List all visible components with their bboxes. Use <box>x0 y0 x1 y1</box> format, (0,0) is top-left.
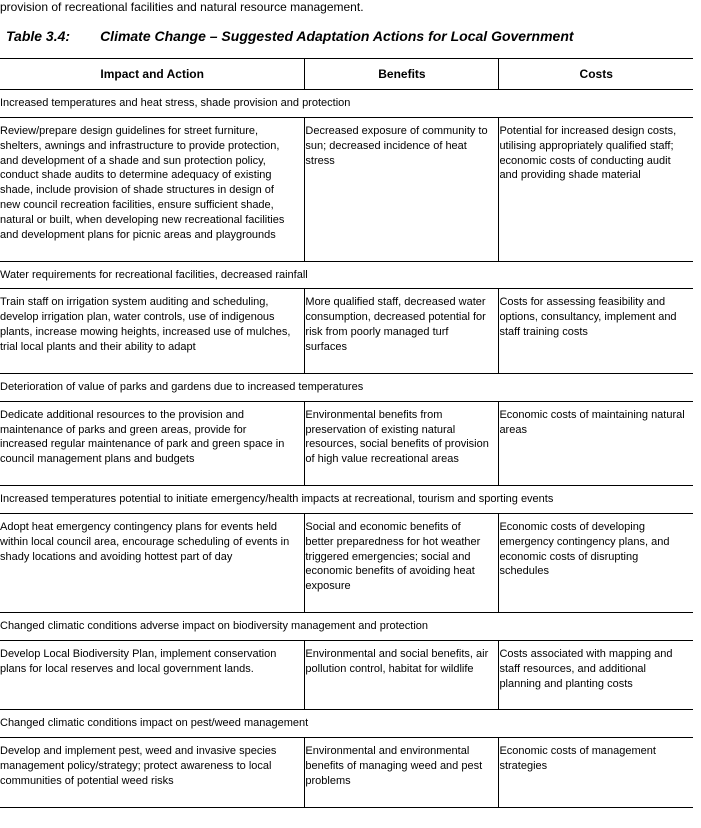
cell-action: Develop Local Biodiversity Plan, impleme… <box>0 640 305 710</box>
cell-costs: Costs associated with mapping and staff … <box>499 640 693 710</box>
table-title: Table 3.4: Climate Change – Suggested Ad… <box>6 28 693 44</box>
section-heading: Deterioration of value of parks and gard… <box>0 373 693 401</box>
title-prefix: Table 3.4: <box>6 28 70 44</box>
cell-costs: Economic costs of maintaining natural ar… <box>499 401 693 485</box>
section-heading: Changed climatic conditions impact on pe… <box>0 710 693 738</box>
cell-costs: Costs for assessing feasibility and opti… <box>499 289 693 373</box>
adaptation-table: Impact and Action Benefits Costs Increas… <box>0 58 693 808</box>
cell-benefits: Environmental and social benefits, air p… <box>305 640 499 710</box>
section-heading: Changed climatic conditions adverse impa… <box>0 613 693 641</box>
header-benefits: Benefits <box>305 59 499 90</box>
lead-text: provision of recreational facilities and… <box>0 0 693 14</box>
cell-benefits: More qualified staff, decreased water co… <box>305 289 499 373</box>
section-heading: Water requirements for recreational faci… <box>0 261 693 289</box>
cell-costs: Economic costs of management strategies <box>499 738 693 808</box>
header-costs: Costs <box>499 59 693 90</box>
cell-benefits: Decreased exposure of community to sun; … <box>305 117 499 261</box>
cell-costs: Economic costs of developing emergency c… <box>499 513 693 612</box>
section-heading: Increased temperatures and heat stress, … <box>0 90 693 118</box>
cell-costs: Potential for increased design costs, ut… <box>499 117 693 261</box>
cell-action: Review/prepare design guidelines for str… <box>0 117 305 261</box>
header-impact: Impact and Action <box>0 59 305 90</box>
cell-action: Train staff on irrigation system auditin… <box>0 289 305 373</box>
cell-benefits: Environmental and environmental benefits… <box>305 738 499 808</box>
cell-action: Adopt heat emergency contingency plans f… <box>0 513 305 612</box>
cell-action: Develop and implement pest, weed and inv… <box>0 738 305 808</box>
title-main: Climate Change – Suggested Adaptation Ac… <box>100 28 573 44</box>
section-heading: Increased temperatures potential to init… <box>0 486 693 514</box>
cell-action: Dedicate additional resources to the pro… <box>0 401 305 485</box>
cell-benefits: Environmental benefits from preservation… <box>305 401 499 485</box>
cell-benefits: Social and economic benefits of better p… <box>305 513 499 612</box>
